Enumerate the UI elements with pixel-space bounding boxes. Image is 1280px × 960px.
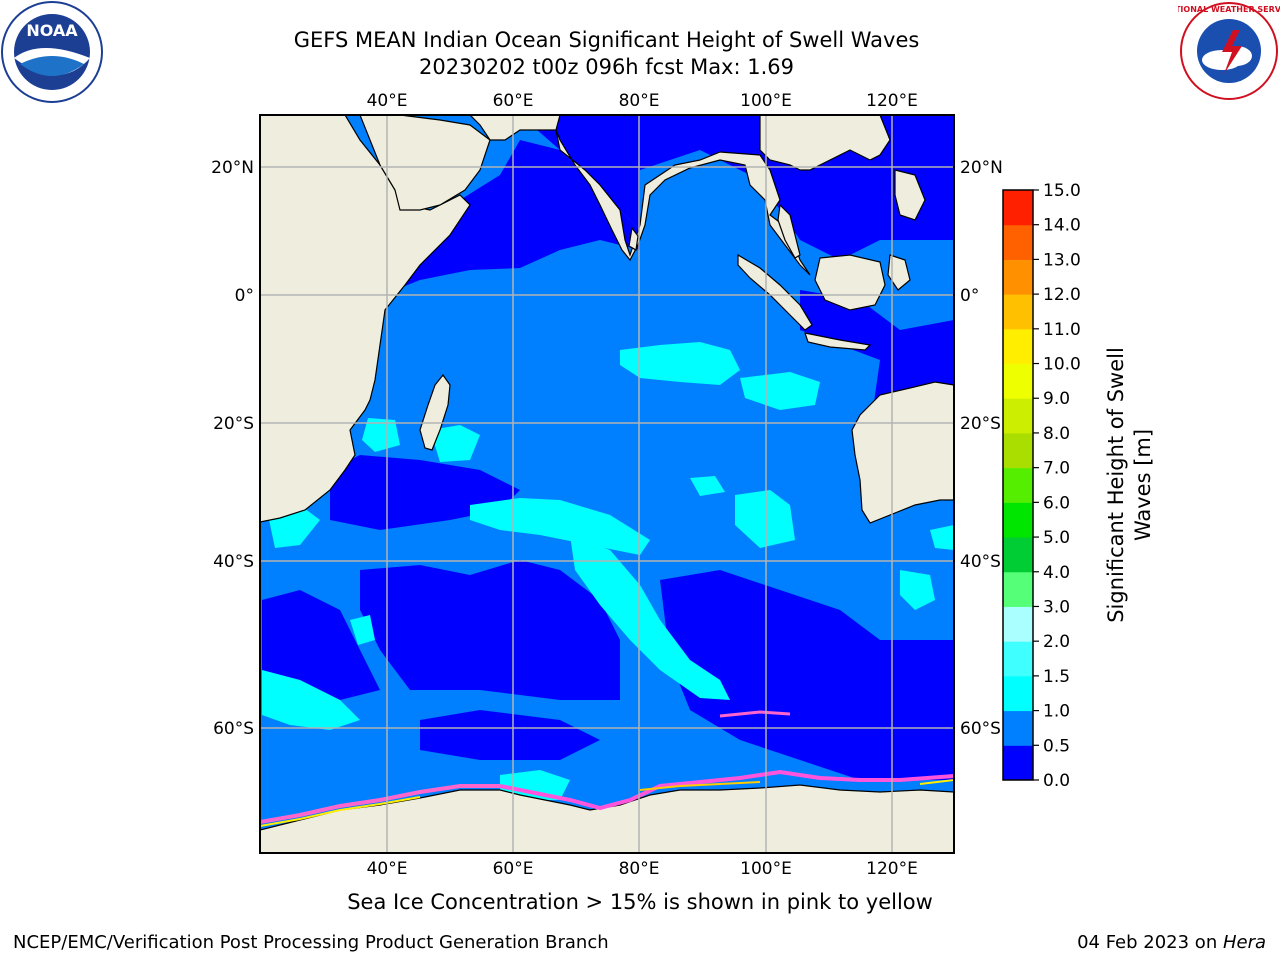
- lon-label-top: 60°E: [493, 91, 534, 111]
- noaa-logo: NOAA: [1, 1, 103, 103]
- lat-label-right: 20°S: [960, 414, 1001, 434]
- sea-ice-edge: [260, 710, 954, 827]
- colorbar-tick-label: 4.0: [1043, 563, 1070, 583]
- colorbar-segment: [1003, 190, 1033, 226]
- lat-label-left: 40°S: [213, 552, 254, 572]
- lon-label-bottom: 40°E: [367, 859, 408, 879]
- lat-label-right: 0°: [960, 286, 979, 306]
- footer-date-text: 04 Feb 2023 on: [1077, 932, 1223, 953]
- colorbar-segment: [1003, 363, 1033, 399]
- colorbar-tick-label: 1.0: [1043, 702, 1070, 722]
- lat-label-right: 20°N: [960, 158, 1003, 178]
- lat-labels-left: 20°N 0° 20°S 40°S 60°S: [211, 158, 254, 739]
- colorbar-tick-label: 7.0: [1043, 459, 1070, 479]
- colorbar-title-line1: Significant Height of Swell: [1104, 347, 1128, 623]
- colorbar-segment: [1003, 328, 1033, 365]
- chart-subtitle: 20230202 t00z 096h fcst Max: 1.69: [419, 55, 794, 79]
- colorbar-segment: [1003, 432, 1033, 469]
- colorbar-tick-label: 11.0: [1043, 320, 1081, 340]
- colorbar-segment: [1003, 675, 1033, 712]
- lat-labels-right: 20°N 0° 20°S 40°S 60°S: [960, 158, 1003, 739]
- colorbar-tick-label: 14.0: [1043, 216, 1081, 236]
- footer-organization: NCEP/EMC/Verification Post Processing Pr…: [13, 932, 609, 953]
- noaa-logo-text: NOAA: [26, 21, 78, 40]
- colorbar-tick-label: 3.0: [1043, 597, 1070, 617]
- lat-label-left: 20°S: [213, 414, 254, 434]
- colorbar-tick-label: 10.0: [1043, 355, 1081, 375]
- colorbar: 0.0 0.5 1.0 1.5 2.0 3.0 4.0 5.0 6.0 7.0 8.0 9.0 10.0…: [1002, 181, 1081, 791]
- colorbar-tick-label: 15.0: [1043, 181, 1081, 201]
- colorbar-tick-label: 6.0: [1043, 493, 1070, 513]
- graticule: [260, 115, 954, 853]
- colorbar-tick-label: 13.0: [1043, 250, 1081, 270]
- lon-labels-bottom: 40°E 60°E 80°E 100°E 120°E: [367, 859, 918, 879]
- lon-label-bottom: 60°E: [493, 859, 534, 879]
- colorbar-tick-label: 2.0: [1043, 632, 1070, 652]
- colorbar-segment: [1003, 398, 1033, 434]
- sea-ice-caption: Sea Ice Concentration > 15% is shown in …: [347, 890, 933, 914]
- lon-label-bottom: 120°E: [866, 859, 918, 879]
- colorbar-segment: [1003, 224, 1033, 260]
- colorbar-segment: [1003, 467, 1033, 503]
- lat-label-right: 60°S: [960, 719, 1001, 739]
- colorbar-segment: [1003, 745, 1033, 781]
- colorbar-segment: [1003, 606, 1033, 642]
- colorbar-segment: [1003, 259, 1033, 295]
- lon-label-bottom: 100°E: [740, 859, 792, 879]
- lon-label-top: 80°E: [619, 91, 660, 111]
- colorbar-tick-label: 0.0: [1043, 771, 1070, 791]
- colorbar-tick-label: 1.5: [1043, 667, 1070, 687]
- colorbar-segment: [1003, 294, 1033, 330]
- lon-label-bottom: 80°E: [619, 859, 660, 879]
- lon-label-top: 120°E: [866, 91, 918, 111]
- colorbar-tick-label: 9.0: [1043, 389, 1070, 409]
- colorbar-tick-label: 8.0: [1043, 424, 1070, 444]
- lat-label-left: 60°S: [213, 719, 254, 739]
- map-frame: [259, 114, 955, 854]
- colorbar-title-line2: Waves [m]: [1131, 429, 1155, 541]
- colorbar-tick-label: 0.5: [1043, 736, 1070, 756]
- lon-labels-top: 40°E 60°E 80°E 100°E 120°E: [367, 91, 918, 111]
- footer-date: 04 Feb 2023 on Hera: [1077, 932, 1266, 953]
- colorbar-frame: [1002, 189, 1034, 781]
- lat-label-left: 20°N: [211, 158, 254, 178]
- colorbar-segment: [1003, 502, 1033, 538]
- nws-logo-text: NATIONAL WEATHER SERVICE: [1178, 5, 1280, 14]
- chart-title: GEFS MEAN Indian Ocean Significant Heigh…: [293, 28, 920, 52]
- land-masses: [260, 115, 954, 853]
- colorbar-segment: [1003, 641, 1033, 677]
- colorbar-tick-label: 5.0: [1043, 528, 1070, 548]
- lon-label-top: 100°E: [740, 91, 792, 111]
- lat-label-right: 40°S: [960, 552, 1001, 572]
- footer-host: Hera: [1222, 932, 1266, 953]
- colorbar-segment: [1003, 537, 1033, 573]
- colorbar-segment: [1003, 571, 1033, 607]
- colorbar-tick-label: 12.0: [1043, 285, 1081, 305]
- map-area: [260, 115, 954, 853]
- lat-label-left: 0°: [235, 286, 254, 306]
- colorbar-segment: [1003, 710, 1033, 746]
- national-weather-service-logo: NATIONAL WEATHER SERVICE: [1178, 2, 1280, 100]
- lon-label-top: 40°E: [367, 91, 408, 111]
- swell-mid-regions: [262, 342, 954, 800]
